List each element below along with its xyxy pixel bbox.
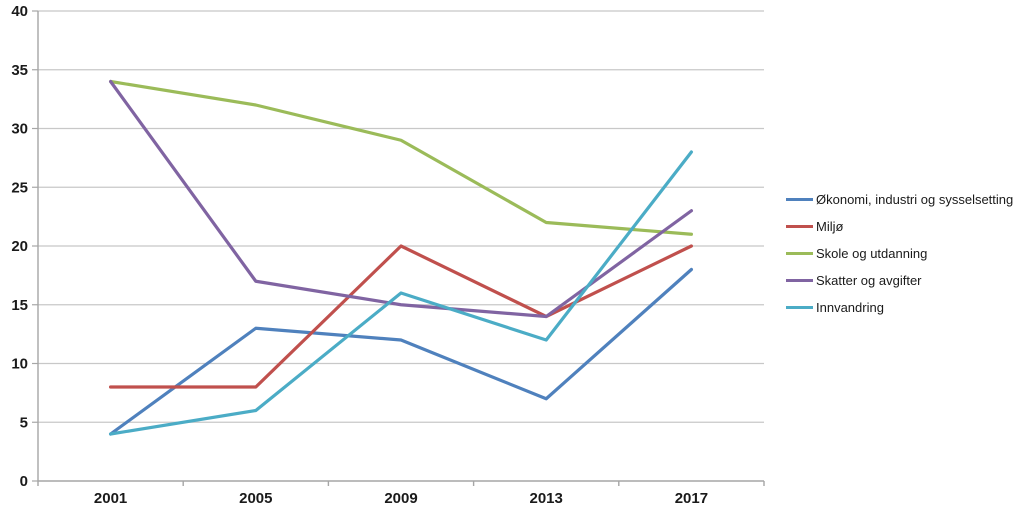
y-tick-label: 0 [20,473,28,490]
x-tick-label: 2001 [94,490,127,507]
series-line-3 [108,79,694,319]
legend-label: Innvandring [816,300,884,315]
x-tick-label: 2009 [384,490,417,507]
y-tick-label: 30 [11,121,28,138]
legend-label: Miljø [816,219,844,234]
legend: Økonomi, industri og sysselsetting Miljø S… [786,186,1013,321]
legend-item-1: Miljø [786,213,1013,240]
legend-swatch-icon [786,225,813,228]
legend-item-4: Innvandring [786,294,1013,321]
legend-label: Økonomi, industri og sysselsetting [816,192,1014,207]
y-tick-label: 15 [11,297,28,314]
x-tick-label: 2005 [239,490,272,507]
legend-item-0: Økonomi, industri og sysselsetting [786,186,1013,213]
legend-item-3: Skatter og avgifter [786,267,1013,294]
y-tick-label: 10 [11,356,28,373]
x-tick-label: 2017 [675,490,708,507]
y-tick-label: 25 [11,179,28,196]
series-line-4 [108,150,694,436]
y-tick-label: 20 [11,238,28,255]
legend-label: Skatter og avgifter [816,273,922,288]
legend-swatch-icon [786,279,813,282]
legend-swatch-icon [786,306,813,309]
legend-label: Skole og utdanning [816,246,928,261]
legend-swatch-icon [786,252,813,255]
legend-item-2: Skole og utdanning [786,240,1013,267]
series-line-2 [108,79,694,236]
x-tick-label: 2013 [530,490,563,507]
y-tick-label: 5 [20,414,28,431]
y-tick-label: 40 [11,3,28,20]
series-line-1 [108,244,694,389]
legend-swatch-icon [786,198,813,201]
series-line-0 [108,267,694,436]
y-tick-label: 35 [11,62,28,79]
